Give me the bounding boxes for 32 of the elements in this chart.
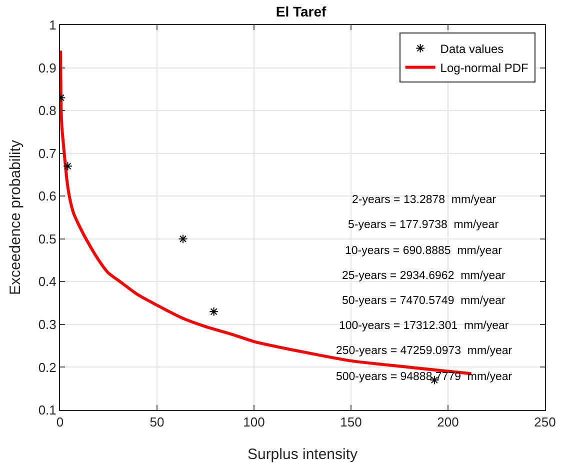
x-tick-label: 0 [56,414,64,430]
x-tick-label: 200 [437,414,459,430]
annotation: 25-years = 2934.6962 mm/year [342,270,506,282]
annotation: 100-years = 17312.301 mm/year [339,320,509,332]
point [63,161,72,171]
y-tick-label: 0.4 [38,274,56,290]
x-tick-label: 250 [534,414,556,430]
point [178,234,188,244]
annotation: 500-years = 94888.7779 mm/year [336,371,512,383]
annotation: 10-years = 690.8885 mm/year [345,245,502,257]
legend-label: Data values [440,42,504,56]
y-tick-label: 1 [49,18,56,33]
y-tick-label: 0.6 [38,188,56,204]
y-tick-label: 0.2 [38,360,56,375]
y-tick-label: 0.3 [38,316,56,332]
x-tick-label: 100 [243,414,265,430]
point [209,306,219,316]
chart-title: El Taref [276,4,327,20]
x-tick-label: 50 [150,414,164,430]
y-tick-label: 0.5 [38,231,56,246]
annotation: 250-years = 47259.0973 mm/year [336,345,512,357]
x-tick-label: 150 [340,414,362,430]
y-tick-label: 0.8 [38,103,56,118]
annotation: 50-years = 7470.5749 mm/year [342,295,506,307]
y-tick-label: 0.1 [38,402,56,418]
annotation: 2-years = 13.2878 mm/year [352,194,496,206]
annotation: 5-years = 177.9738 mm/year [348,219,499,231]
y-tick-label: 0.7 [38,146,56,161]
x-axis-title: Surplus intensity [247,446,358,463]
y-axis-title: Exceedence probability [7,139,24,296]
y-tick-label: 0.9 [38,60,56,76]
legend-label: Log-normal PDF [440,60,528,75]
